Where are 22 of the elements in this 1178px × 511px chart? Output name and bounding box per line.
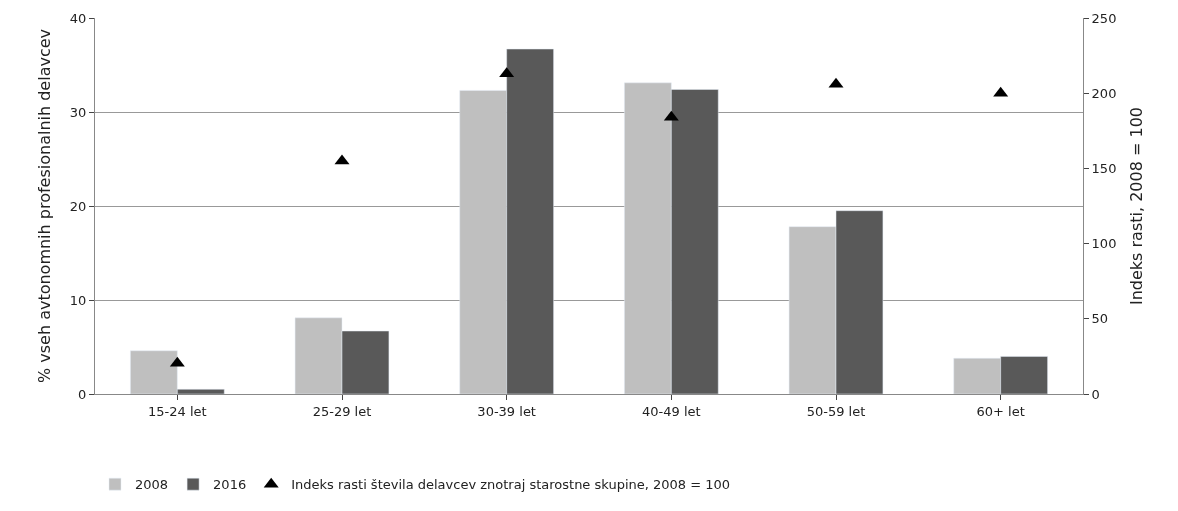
- x-tick-label: 15-24 let: [148, 403, 207, 419]
- y-tick-label: 30: [69, 104, 87, 120]
- y2-tick-label: 150: [1091, 160, 1117, 176]
- y-tick-label: 20: [69, 198, 87, 214]
- x-tick-label: 40-49 let: [642, 403, 701, 419]
- legend-label: 2008: [135, 477, 169, 493]
- y2-axis-title: Indeks rasti, 2008 = 100: [1127, 107, 1147, 305]
- y-tick-label: 0: [78, 386, 87, 402]
- y-axis-title: % vseh avtonomnih profesionalnih delavcev: [34, 28, 54, 384]
- y-tick-label: 10: [69, 292, 87, 308]
- y2-tick-label: 100: [1091, 236, 1117, 252]
- legend-label: Indeks rasti števila delavcev znotraj starostne skupine, 2008 = 100: [291, 477, 731, 493]
- y2-tick-label: 250: [1091, 10, 1117, 26]
- x-tick-label: 50-59 let: [806, 403, 866, 419]
- y2-tick-label: 50: [1091, 311, 1109, 327]
- x-tick-label: 60+ let: [976, 403, 1025, 419]
- y2-tick-label: 200: [1091, 85, 1117, 101]
- y2-tick-label: 0: [1091, 386, 1100, 402]
- legend-label: 2016: [213, 477, 247, 493]
- y-tick-label: 40: [69, 10, 87, 26]
- x-tick-label: 25-29 let: [312, 403, 372, 419]
- x-tick-label: 30-39 let: [477, 403, 536, 419]
